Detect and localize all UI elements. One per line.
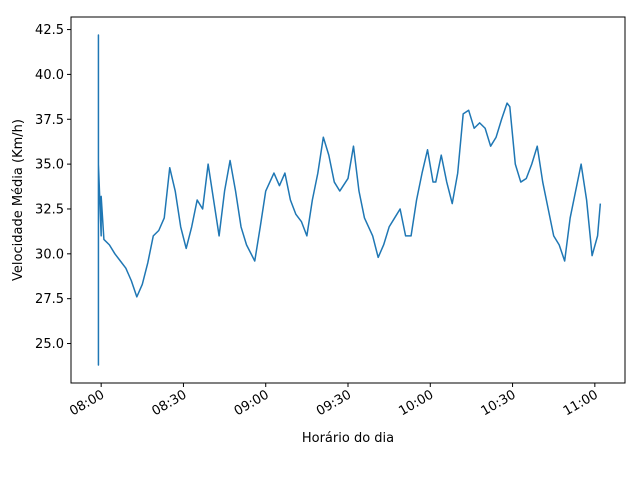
x-tick-label: 09:30 — [314, 387, 354, 419]
x-tick-label: 08:00 — [67, 387, 107, 419]
y-axis-label: Velocidade Média (Km/h) — [11, 119, 26, 281]
y-tick-label: 25.0 — [35, 337, 64, 352]
x-tick-label: 10:00 — [396, 387, 436, 419]
x-axis-label: Horário do dia — [302, 431, 394, 446]
y-tick-label: 32.5 — [35, 202, 64, 217]
y-tick-label: 37.5 — [35, 113, 64, 128]
y-tick-label: 40.0 — [35, 68, 64, 83]
y-tick-label: 35.0 — [35, 158, 64, 173]
x-tick-label: 11:00 — [561, 387, 601, 419]
y-tick-label: 30.0 — [35, 247, 64, 262]
plot-frame — [70, 16, 626, 384]
x-tick-label: 08:30 — [149, 387, 189, 419]
x-tick-label: 09:00 — [232, 387, 272, 419]
y-tick-label: 42.5 — [35, 23, 64, 38]
data-line — [97, 34, 602, 366]
y-tick-label: 27.5 — [35, 292, 64, 307]
x-tick-label: 10:30 — [479, 387, 519, 419]
